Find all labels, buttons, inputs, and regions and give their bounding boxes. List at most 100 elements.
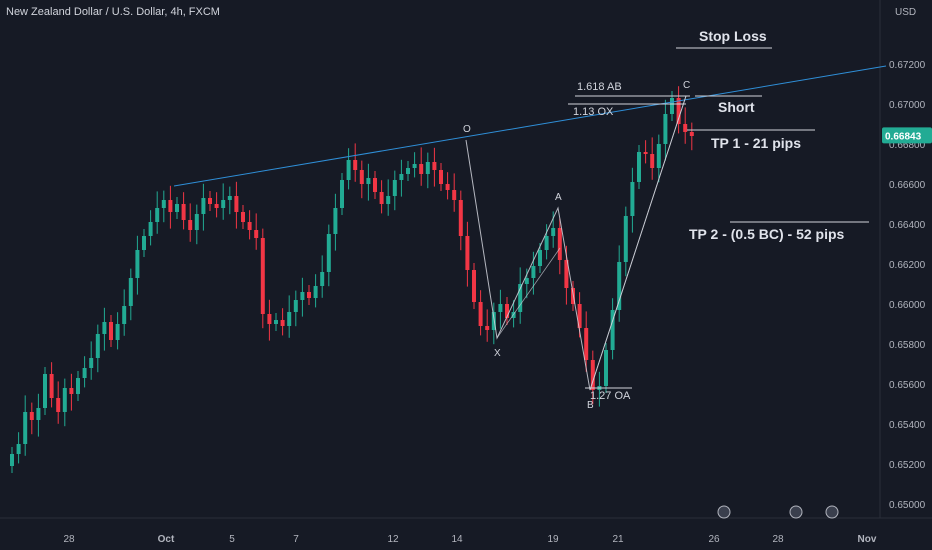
candle-body	[208, 198, 212, 204]
candle-body	[689, 132, 694, 136]
x-tick-label: Nov	[858, 534, 877, 545]
candle-body	[419, 164, 424, 174]
candle-body	[524, 278, 529, 284]
candle-body	[656, 144, 661, 168]
candle-body	[227, 196, 232, 200]
event-flag-icon	[717, 505, 731, 519]
candle-body	[439, 170, 443, 184]
pattern-point-label: B	[587, 400, 594, 411]
candle-body	[617, 262, 622, 310]
candle-body	[498, 304, 503, 312]
candle-body	[122, 306, 127, 324]
fib-level-label: 1.618 AB	[577, 81, 622, 93]
candle-body	[544, 236, 549, 250]
candle-body	[23, 412, 28, 444]
candle-body	[221, 200, 226, 208]
candle-body	[505, 304, 509, 318]
candle-body	[465, 236, 470, 270]
x-tick-label: 12	[387, 534, 399, 545]
candle-body	[346, 160, 351, 180]
candle-body	[491, 312, 496, 330]
candle-body	[43, 374, 47, 408]
x-tick-label: 21	[612, 534, 624, 545]
candle-body	[135, 250, 140, 278]
fib-level-label: 1.13 OX	[573, 106, 614, 118]
candle-body	[267, 314, 272, 324]
candle-body	[241, 212, 245, 222]
candle-body	[161, 200, 166, 208]
candle-body	[557, 228, 562, 260]
candle-body	[95, 334, 100, 358]
candle-body	[366, 178, 371, 184]
candle-body	[254, 230, 259, 238]
candle-body	[604, 350, 608, 386]
y-tick-label: 0.67200	[889, 60, 926, 71]
candle-body	[293, 300, 298, 312]
candle-body	[577, 304, 582, 328]
candle-body	[478, 302, 483, 326]
annotation-label: TP 2 - (0.5 BC) - 52 pips	[689, 226, 845, 242]
candle-body	[610, 310, 615, 350]
candle-body	[274, 320, 278, 324]
candle-body	[109, 322, 113, 340]
candle-body	[373, 178, 377, 192]
candle-body	[432, 162, 437, 170]
candle-body	[16, 444, 21, 454]
y-tick-label: 0.65000	[889, 500, 926, 511]
x-tick-label: 14	[451, 534, 463, 545]
candle-body	[379, 192, 384, 204]
candle-body	[260, 238, 265, 314]
y-tick-label: 0.66800	[889, 140, 926, 151]
candle-body	[650, 154, 655, 168]
y-tick-label: 0.66200	[889, 260, 926, 271]
chart-title: New Zealand Dollar / U.S. Dollar, 4h, FX…	[6, 6, 220, 18]
candle-body	[115, 324, 120, 340]
candle-body	[214, 204, 219, 208]
candle-body	[89, 358, 94, 368]
candle-body	[676, 98, 681, 124]
candle-body	[320, 272, 325, 286]
candle-body	[485, 326, 490, 330]
candle-body	[670, 98, 674, 114]
candle-body	[551, 228, 556, 236]
candle-body	[353, 160, 358, 170]
candle-body	[287, 312, 292, 326]
candle-body	[307, 292, 311, 298]
candle-body	[247, 222, 252, 230]
candle-body	[643, 152, 648, 154]
candle-body	[406, 168, 410, 174]
x-tick-label: 19	[547, 534, 559, 545]
candle-body	[194, 214, 199, 230]
y-tick-label: 0.66400	[889, 220, 926, 231]
annotation-label: Stop Loss	[699, 28, 767, 44]
candle-body	[399, 174, 404, 180]
last-price-label: 0.66843	[885, 131, 922, 142]
candle-body	[392, 180, 397, 196]
candle-body	[69, 388, 74, 394]
candle-body	[584, 328, 589, 360]
candle-body	[181, 204, 186, 220]
candle-body	[102, 322, 107, 334]
candle-body	[234, 196, 239, 212]
candle-body	[518, 284, 523, 312]
fib-level-label: 1.27 OA	[590, 390, 631, 402]
candle-body	[326, 234, 331, 272]
candle-body	[76, 378, 80, 394]
candle-body	[683, 124, 688, 132]
y-tick-label: 0.65800	[889, 340, 926, 351]
candle-body	[623, 216, 628, 262]
candle-body	[359, 170, 364, 184]
y-tick-label: 0.66000	[889, 300, 926, 311]
trendline	[173, 65, 887, 187]
candle-body	[188, 220, 193, 230]
currency-label: USD	[895, 7, 917, 18]
pattern-point-label: O	[463, 124, 471, 135]
x-tick-label: 28	[772, 534, 784, 545]
candle-body	[663, 114, 668, 144]
candle-body	[590, 360, 595, 390]
candle-body	[425, 162, 430, 174]
candle-body	[148, 222, 153, 236]
candle-body	[538, 250, 542, 266]
